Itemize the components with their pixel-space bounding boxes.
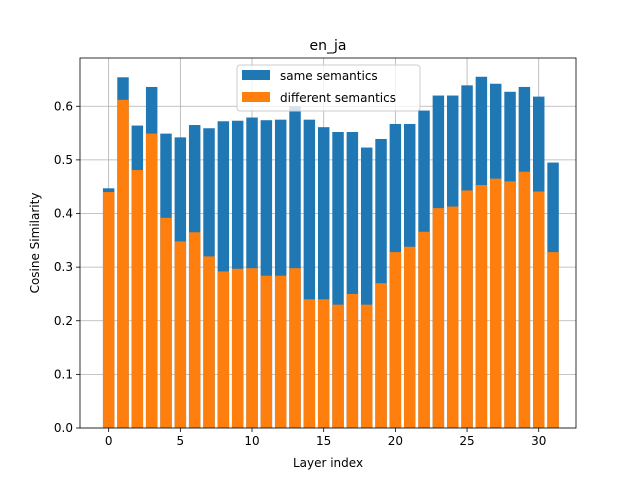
chart-title: en_ja xyxy=(310,38,347,54)
bar-different-semantics xyxy=(532,191,545,428)
legend-label-different: different semantics xyxy=(280,91,396,105)
bar-different-semantics xyxy=(145,133,158,428)
bar-different-semantics xyxy=(518,171,531,428)
bar-different-semantics xyxy=(332,304,344,428)
bar-different-semantics xyxy=(446,206,459,428)
bar-different-semantics xyxy=(102,192,115,428)
bar-different-semantics xyxy=(403,246,416,428)
y-tick-label: 0.5 xyxy=(54,153,73,167)
y-tick-label: 0.0 xyxy=(54,421,73,435)
bar-different-semantics xyxy=(360,304,373,428)
y-tick-label: 0.6 xyxy=(54,99,73,113)
legend-swatch-same xyxy=(242,70,270,80)
bar-different-semantics xyxy=(375,283,387,428)
bar-different-semantics xyxy=(489,178,502,428)
x-tick-label: 0 xyxy=(105,434,113,448)
bar-different-semantics xyxy=(432,208,445,428)
legend-label-same: same semantics xyxy=(280,69,378,83)
bar-same-semantics xyxy=(317,127,330,428)
bar-different-semantics xyxy=(231,268,244,428)
bar-same-semantics xyxy=(274,119,287,429)
x-tick-label: 5 xyxy=(177,434,185,448)
x-tick-label: 20 xyxy=(388,434,403,448)
y-tick-label: 0.4 xyxy=(54,207,73,221)
plot-frame xyxy=(79,57,577,429)
bar-same-semantics xyxy=(303,119,316,429)
bar-different-semantics xyxy=(188,232,201,428)
bar-different-semantics xyxy=(418,231,430,428)
bar-different-semantics xyxy=(217,271,230,428)
y-axis-ticks: 0.0 0.1 0.2 0.3 0.4 0.5 0.6 xyxy=(54,99,80,435)
bar-different-semantics xyxy=(461,190,473,428)
bar-different-semantics xyxy=(317,299,330,428)
bar-different-semantics xyxy=(346,293,359,428)
bar-same-semantics xyxy=(360,147,373,428)
x-axis-label: Layer index xyxy=(293,456,363,470)
legend-box xyxy=(236,64,421,112)
y-tick-label: 0.2 xyxy=(54,314,73,328)
y-axis-label: Cosine Similarity xyxy=(28,193,42,294)
x-tick-label: 10 xyxy=(244,434,259,448)
x-tick-label: 30 xyxy=(531,434,546,448)
bar-different-semantics xyxy=(160,217,172,428)
bar-same-semantics xyxy=(332,132,344,428)
bar-different-semantics xyxy=(174,241,187,428)
x-tick-label: 25 xyxy=(459,434,474,448)
y-tick-label: 0.3 xyxy=(54,260,73,274)
bar-different-semantics xyxy=(131,170,144,429)
bar-different-semantics xyxy=(547,252,559,428)
bar-different-semantics xyxy=(475,185,488,428)
bar-different-semantics xyxy=(303,299,316,428)
x-axis-ticks: 0 5 10 15 20 25 30 xyxy=(105,428,546,448)
bar-same-semantics xyxy=(260,120,273,429)
series-different-semantics xyxy=(102,99,559,429)
x-tick-label: 15 xyxy=(316,434,331,448)
bar-different-semantics xyxy=(389,252,402,428)
bar-same-semantics xyxy=(289,106,301,429)
bar-different-semantics xyxy=(274,275,287,428)
y-tick-label: 0.1 xyxy=(54,367,73,381)
bar-different-semantics xyxy=(260,275,273,428)
bar-different-semantics xyxy=(289,268,301,428)
bar-same-semantics xyxy=(346,132,359,428)
bar-different-semantics xyxy=(504,181,516,428)
bar-different-semantics xyxy=(203,256,215,428)
legend: same semantics different semantics xyxy=(236,64,421,112)
bar-different-semantics xyxy=(246,268,258,428)
legend-swatch-different xyxy=(242,92,270,102)
bar-different-semantics xyxy=(117,99,129,429)
